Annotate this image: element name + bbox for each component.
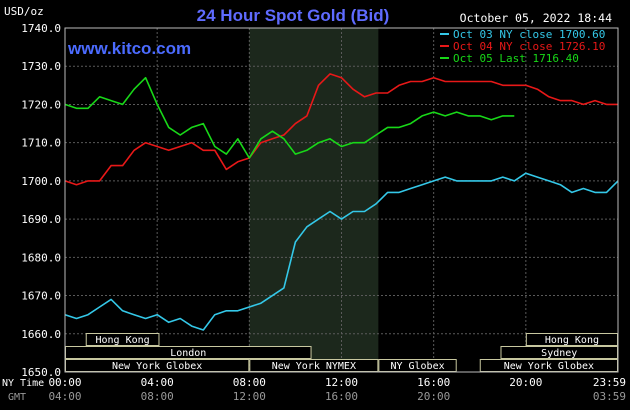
session-box: Hong Kong [525, 333, 618, 346]
series-line-2 [64, 73, 618, 186]
session-label: Hong Kong [545, 335, 599, 346]
y-tick-label: 1700.0 [21, 175, 61, 188]
series-line-1 [64, 172, 619, 331]
chart-title: 24 Hour Spot Gold (Bid) [197, 6, 390, 25]
x-tick-label-ny: 20:00 [509, 376, 542, 389]
y-tick-label: 1660.0 [21, 328, 61, 341]
x-tick-label-ny: 23:59 [593, 376, 626, 389]
session-box: Hong Kong [85, 333, 160, 346]
x-tick-label-ny: 00:00 [48, 376, 81, 389]
series-line-3 [64, 76, 515, 159]
nymex-highlight [249, 28, 379, 372]
y-tick-label: 1720.0 [21, 98, 61, 111]
session-label: New York NYMEX [272, 361, 356, 372]
y-unit-label: USD/oz [4, 5, 44, 18]
session-box: Sydney [500, 346, 618, 359]
brand-watermark: www.kitco.com [67, 39, 191, 58]
y-tick-label: 1650.0 [21, 366, 61, 379]
session-box-frame [85, 333, 160, 346]
gmt-label: GMT [8, 392, 26, 403]
x-tick-label-ny: 04:00 [141, 376, 174, 389]
session-label: NY Globex [390, 361, 444, 372]
y-tick-label: 1670.0 [21, 290, 61, 303]
x-tick-label-ny: 16:00 [417, 376, 450, 389]
timestamp: October 05, 2022 18:44 [460, 11, 612, 25]
session-label: Hong Kong [96, 335, 150, 346]
legend-entry: Oct 03 NY close 1700.60 [440, 28, 605, 41]
x-tick-label-gmt: 16:00 [325, 390, 358, 403]
legend-label: Oct 03 NY close 1700.60 [453, 28, 605, 41]
session-box: New York Globex [65, 359, 250, 372]
legend-entry: Oct 05 Last 1716.40 [440, 52, 579, 65]
y-tick-label: 1690.0 [21, 213, 61, 226]
y-tick-label: 1710.0 [21, 137, 61, 150]
legend-entry: Oct 04 NY close 1726.10 [440, 40, 605, 53]
y-tick-label: 1730.0 [21, 60, 61, 73]
session-box: NY Globex [378, 359, 457, 372]
x-axis-ticks: 00:00 04:00 08:00 12:00 16:00 20:00 23:5904:00… [48, 376, 626, 403]
x-tick-label-gmt: 12:00 [233, 390, 266, 403]
legend-label: Oct 04 NY close 1726.10 [453, 40, 605, 53]
session-box: New York NYMEX [249, 359, 379, 372]
plot-border [64, 27, 619, 373]
session-label: New York Globex [504, 361, 594, 372]
x-tick-label-gmt: 03:59 [593, 390, 626, 403]
nytime-label: NY Time [2, 378, 44, 389]
legend-label: Oct 05 Last 1716.40 [453, 52, 579, 65]
session-label: Sydney [541, 348, 577, 359]
session-box: New York Globex [479, 359, 618, 372]
y-tick-label: 1680.0 [21, 251, 61, 264]
session-label: London [170, 348, 206, 359]
x-tick-label-gmt: 08:00 [141, 390, 174, 403]
x-tick-label-gmt: 04:00 [48, 390, 81, 403]
session-box: London [65, 346, 312, 359]
y-axis-ticks: 1740.0 1730.0 1720.0 1710.0 1700.0 1690.0 1680… [21, 22, 61, 379]
session-label: New York Globex [112, 361, 202, 372]
y-tick-label: 1740.0 [21, 22, 61, 35]
x-tick-label-ny: 08:00 [233, 376, 266, 389]
nymex-band [249, 28, 379, 372]
x-tick-label-gmt: 20:00 [417, 390, 450, 403]
price-series [64, 73, 619, 331]
x-tick-label-ny: 12:00 [325, 376, 358, 389]
